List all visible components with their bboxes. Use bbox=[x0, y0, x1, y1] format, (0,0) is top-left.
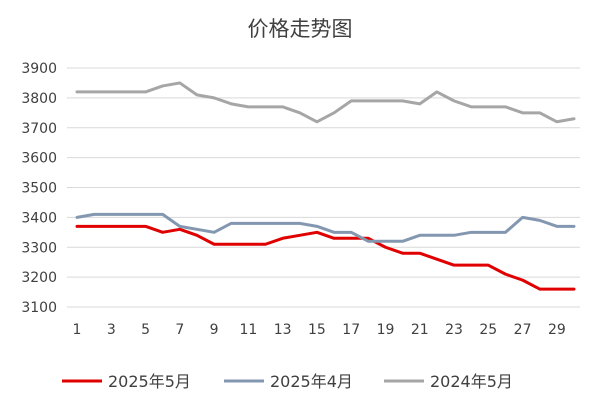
chart-title: 价格走势图 bbox=[248, 17, 353, 41]
x-tick-label: 13 bbox=[274, 322, 292, 338]
y-tick-label: 3100 bbox=[21, 300, 57, 316]
x-tick-label: 7 bbox=[175, 322, 184, 338]
legend-label: 2025年4月 bbox=[270, 372, 353, 391]
x-tick-label: 27 bbox=[514, 322, 532, 338]
legend: 2025年5月 2025年4月 2024年5月 bbox=[62, 372, 513, 391]
y-tick-label: 3500 bbox=[21, 181, 57, 197]
x-tick-label: 19 bbox=[377, 322, 395, 338]
y-tick-label: 3900 bbox=[21, 61, 57, 77]
legend-label: 2024年5月 bbox=[430, 372, 513, 391]
x-tick-label: 3 bbox=[107, 322, 116, 338]
x-tick-label: 11 bbox=[239, 322, 257, 338]
y-tick-label: 3800 bbox=[21, 91, 57, 107]
series-lines bbox=[75, 81, 576, 291]
x-tick-label: 9 bbox=[210, 322, 219, 338]
series-line bbox=[75, 81, 576, 124]
x-tick-label: 1 bbox=[73, 322, 82, 338]
legend-label: 2025年5月 bbox=[108, 372, 191, 391]
x-tick-label: 25 bbox=[479, 322, 497, 338]
y-tick-label: 3700 bbox=[21, 121, 57, 137]
x-tick-label: 29 bbox=[548, 322, 566, 338]
y-tick-label: 3300 bbox=[21, 240, 57, 256]
grid-lines bbox=[67, 67, 580, 308]
x-tick-label: 17 bbox=[342, 322, 360, 338]
x-tick-label: 23 bbox=[445, 322, 463, 338]
x-tick-label: 21 bbox=[411, 322, 429, 338]
y-axis-ticks: 3100 3200 3300 3400 3500 3600 3700 3800 3900 bbox=[21, 61, 57, 316]
series-line bbox=[75, 224, 576, 291]
x-tick-label: 5 bbox=[141, 322, 150, 338]
y-tick-label: 3600 bbox=[21, 151, 57, 167]
y-tick-label: 3200 bbox=[21, 270, 57, 286]
y-tick-label: 3400 bbox=[21, 210, 57, 226]
x-axis-ticks: 1 3 5 7 9 11 13 15 17 19 21 23 25 27 29 bbox=[73, 322, 566, 338]
x-tick-label: 15 bbox=[308, 322, 326, 338]
series-line bbox=[75, 212, 576, 243]
